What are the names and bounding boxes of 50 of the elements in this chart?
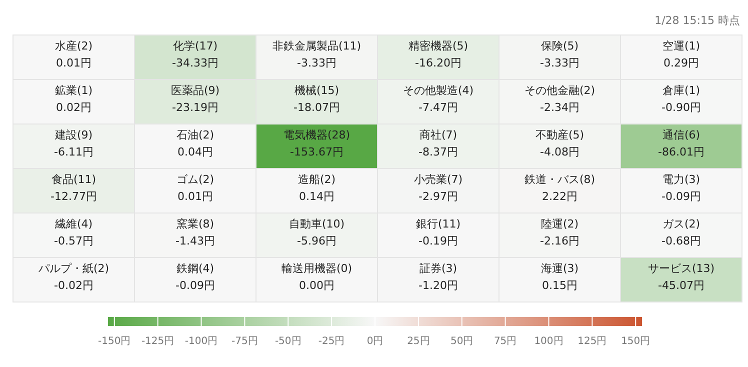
data-label: 陸運(2) -2.16円 (540, 217, 580, 248)
data-label: ゴム(2) 0.01円 (176, 172, 214, 203)
color-bar-label: -75円 (232, 336, 258, 347)
color-bar-label: 100円 (534, 336, 564, 347)
data-label: 水産(2) 0.01円 (54, 39, 93, 70)
data-label: 保険(5) -3.33円 (540, 39, 580, 70)
color-bar-label: -25円 (318, 336, 345, 347)
data-label: 電力(3) -0.09円 (662, 172, 701, 203)
data-label: 鉄道・バス(8) 2.22円 (524, 172, 596, 203)
text: 1/28 15:15 時点 (654, 14, 740, 27)
color-bar-label: -50円 (274, 336, 302, 347)
data-label: 繊維(4) -0.57円 (54, 217, 94, 248)
color-bar-label: 125円 (578, 336, 607, 347)
data-label: ガス(2) -0.68円 (662, 217, 701, 248)
color-bar-label: 25円 (407, 336, 430, 347)
data-label: 鉱業(1) 0.02円 (54, 84, 93, 114)
data-label: 医薬品(9) -23.19円 (170, 84, 220, 114)
data-label: 化学(17) -34.33円 (172, 39, 218, 70)
color-bar-label: 150円 (621, 336, 650, 347)
color-bar-label: 0円 (366, 336, 384, 347)
data-label: 空運(1) 0.29円 (662, 39, 700, 70)
data-label: 倉庫(1) -0.90円 (662, 84, 701, 114)
data-label: パルプ・紙(2) -0.02円 (37, 262, 110, 292)
data-label: 電気機器(28) -153.67円 (283, 128, 350, 158)
color-bar-label: 75円 (494, 336, 517, 347)
data-label: 銀行(11) -0.19円 (416, 217, 461, 248)
data-label: 精密機器(5) -16.20円 (408, 39, 468, 70)
data-label: その他製造(4) -7.47円 (402, 84, 474, 114)
data-label: 自動車(10) -5.96円 (288, 217, 345, 248)
data-label: 窯業(8) -1.43円 (176, 217, 215, 248)
data-label: 輸送用機器(0) 0.00円 (281, 262, 352, 292)
data-label: 機械(15) -18.07円 (294, 84, 340, 114)
data-label: 不動産(5) -4.08円 (535, 128, 584, 158)
color-bar-label: -100円 (184, 336, 218, 347)
data-label: 造船(2) 0.14円 (298, 172, 336, 203)
color-bar-label: -125円 (141, 336, 174, 347)
data-label: 非鉄金属製品(11) -3.33円 (272, 39, 362, 70)
data-label: 小売業(7) -2.97円 (414, 172, 463, 203)
data-label: 通信(6) -86.01円 (658, 128, 704, 158)
data-label: 鉄鋼(4) -0.09円 (176, 262, 215, 292)
data-label: 海運(3) 0.15円 (540, 262, 579, 292)
data-label: 商社(7) -8.37円 (418, 128, 458, 158)
data-label: サービス(13) -45.07円 (648, 262, 715, 292)
color-bar-label: -150円 (98, 336, 131, 347)
data-label: 石油(2) 0.04円 (176, 128, 214, 158)
color-bar-label: 50円 (450, 336, 474, 347)
data-label: 食品(11) -12.77円 (50, 172, 97, 203)
data-label: 証券(3) -1.20円 (418, 262, 458, 292)
data-label: その他金融(2) -2.34円 (524, 84, 596, 114)
data-label: 建設(9) -6.11円 (54, 128, 94, 158)
